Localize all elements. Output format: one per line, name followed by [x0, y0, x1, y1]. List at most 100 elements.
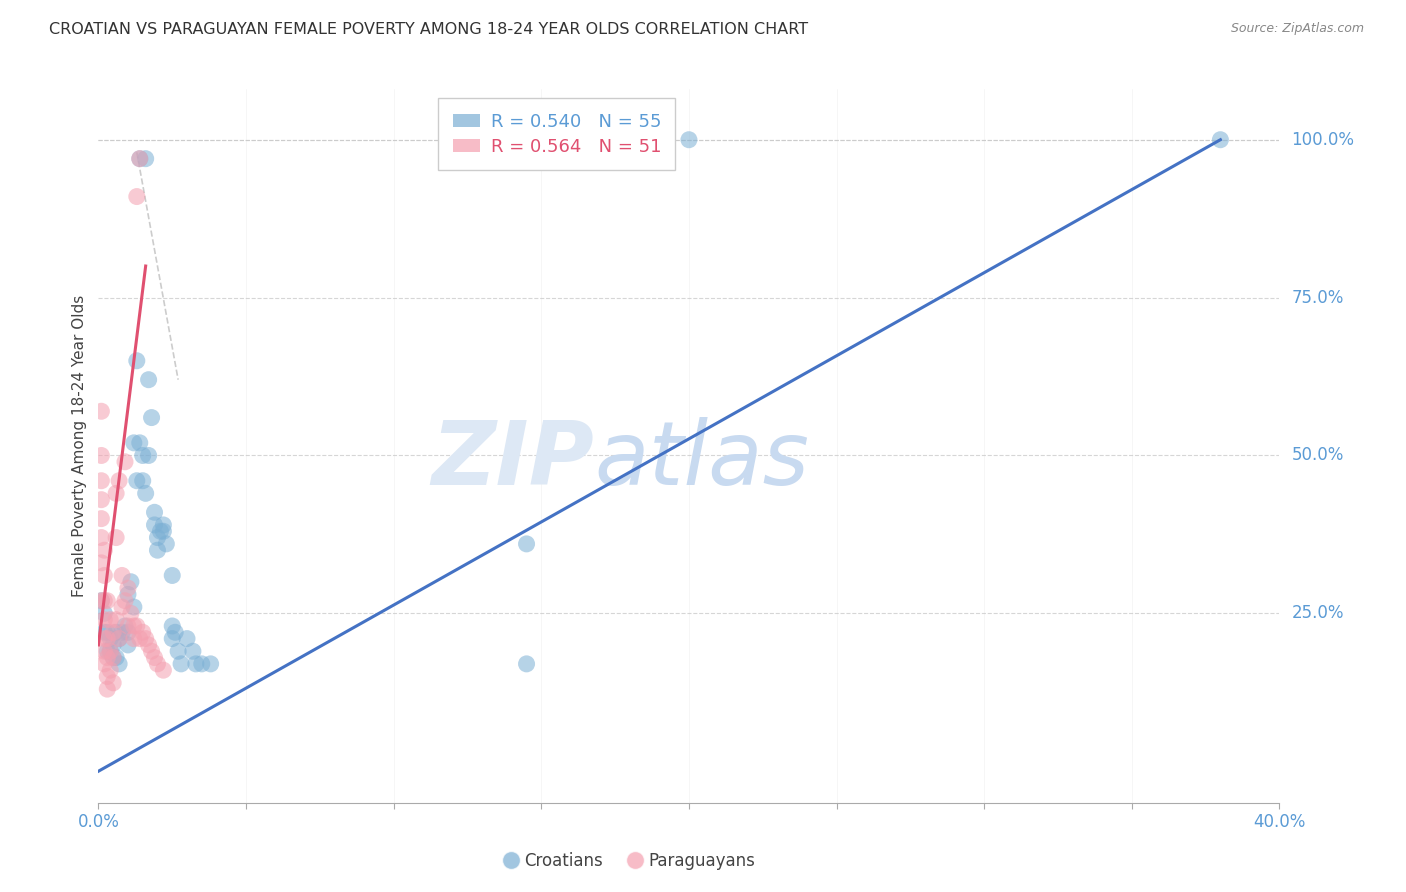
Point [90, 531, 112, 545]
Point [111, 625, 134, 640]
Point [105, 613, 128, 627]
Point [1209, 133, 1232, 147]
Point [103, 638, 125, 652]
Point [191, 657, 214, 671]
Point [122, 435, 145, 450]
Text: Source: ZipAtlas.com: Source: ZipAtlas.com [1230, 22, 1364, 36]
Text: 75.0%: 75.0% [1291, 289, 1344, 307]
Point [111, 600, 134, 615]
Point [96, 625, 118, 640]
Point [515, 537, 537, 551]
Point [117, 619, 139, 633]
Point [122, 632, 145, 646]
Point [132, 474, 155, 488]
Point [170, 657, 193, 671]
Point [108, 474, 131, 488]
Point [125, 474, 148, 488]
Text: ZIP: ZIP [432, 417, 595, 504]
Point [90, 556, 112, 570]
Point [103, 625, 125, 640]
Point [103, 650, 125, 665]
Text: 50.0%: 50.0% [1291, 447, 1344, 465]
Point [120, 607, 142, 621]
Point [96, 650, 118, 665]
Point [93, 625, 115, 640]
Y-axis label: Female Poverty Among 18-24 Year Olds: Female Poverty Among 18-24 Year Olds [72, 295, 87, 597]
Point [678, 133, 700, 147]
Point [108, 632, 131, 646]
Point [93, 613, 115, 627]
Point [143, 517, 166, 532]
Point [93, 593, 115, 607]
Point [117, 587, 139, 601]
Point [98, 613, 121, 627]
Point [143, 650, 166, 665]
Point [114, 455, 136, 469]
Point [93, 543, 115, 558]
Point [122, 619, 145, 633]
Point [93, 644, 115, 658]
Point [149, 524, 172, 539]
Point [165, 625, 187, 640]
Point [146, 531, 169, 545]
Point [128, 152, 150, 166]
Point [141, 644, 163, 658]
Point [105, 486, 128, 500]
Text: 25.0%: 25.0% [1291, 605, 1344, 623]
Point [114, 619, 136, 633]
Point [135, 486, 157, 500]
Point [167, 644, 190, 658]
Point [120, 574, 142, 589]
Point [108, 632, 131, 646]
Legend: Croatians, Paraguayans: Croatians, Paraguayans [498, 846, 762, 877]
Point [125, 353, 148, 368]
Point [105, 625, 128, 640]
Point [162, 568, 183, 582]
Point [90, 492, 112, 507]
Point [152, 517, 174, 532]
Point [105, 531, 128, 545]
Point [181, 644, 204, 658]
Point [111, 568, 134, 582]
Point [96, 644, 118, 658]
Point [96, 669, 118, 683]
Point [162, 632, 183, 646]
Point [146, 657, 169, 671]
Point [96, 593, 118, 607]
Point [98, 644, 121, 658]
Point [103, 675, 125, 690]
Point [146, 543, 169, 558]
Point [143, 505, 166, 519]
Point [128, 632, 150, 646]
Point [117, 581, 139, 595]
Point [90, 511, 112, 525]
Point [162, 619, 183, 633]
Point [103, 650, 125, 665]
Point [515, 657, 537, 671]
Point [93, 568, 115, 582]
Point [132, 625, 155, 640]
Point [155, 537, 177, 551]
Point [90, 593, 112, 607]
Point [125, 189, 148, 203]
Point [128, 435, 150, 450]
Point [90, 593, 112, 607]
Point [108, 657, 131, 671]
Text: CROATIAN VS PARAGUAYAN FEMALE POVERTY AMONG 18-24 YEAR OLDS CORRELATION CHART: CROATIAN VS PARAGUAYAN FEMALE POVERTY AM… [49, 22, 808, 37]
Point [135, 152, 157, 166]
Point [93, 632, 115, 646]
Point [152, 524, 174, 539]
Point [152, 663, 174, 677]
Point [98, 632, 121, 646]
Point [117, 638, 139, 652]
Point [200, 657, 222, 671]
Point [138, 449, 160, 463]
Point [98, 644, 121, 658]
Point [128, 152, 150, 166]
Point [138, 373, 160, 387]
Point [176, 632, 198, 646]
Point [93, 657, 115, 671]
Point [90, 474, 112, 488]
Point [135, 632, 157, 646]
Point [138, 638, 160, 652]
